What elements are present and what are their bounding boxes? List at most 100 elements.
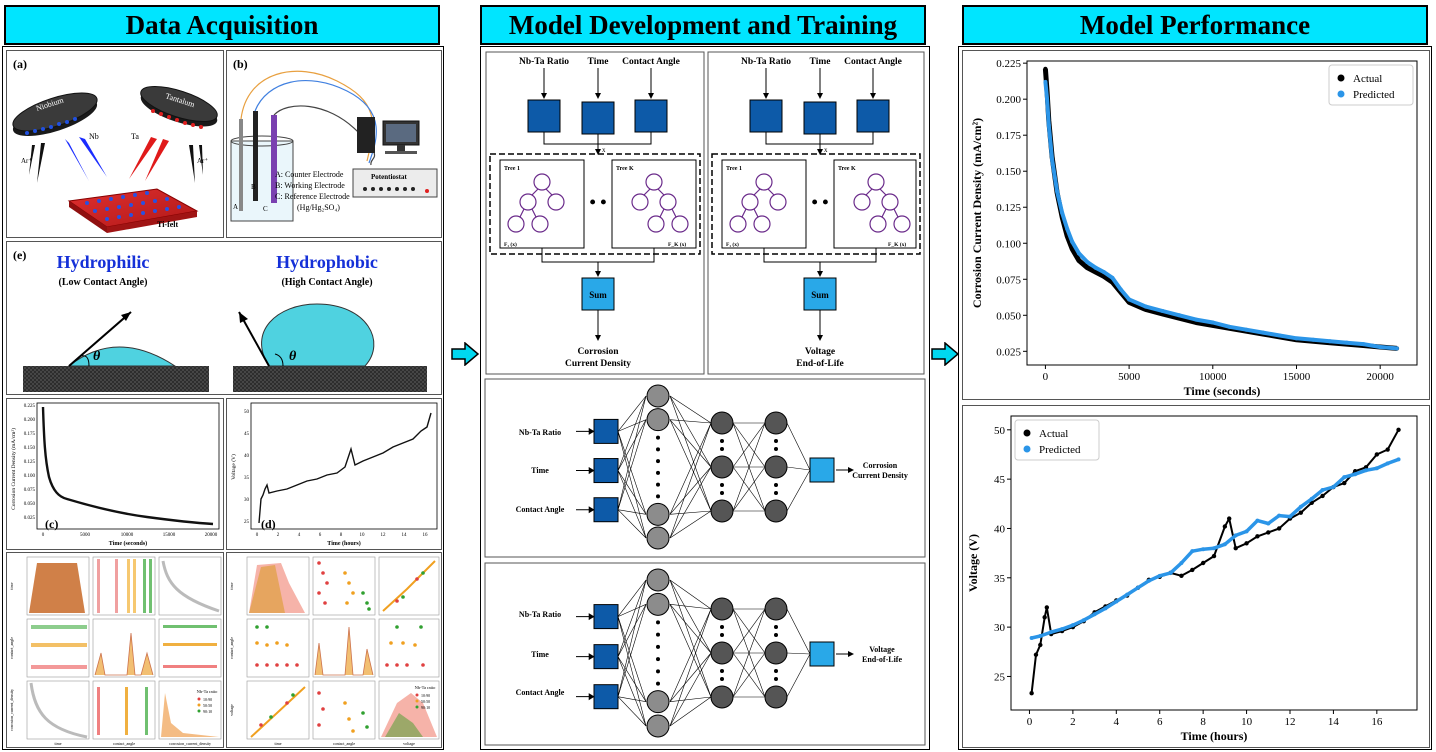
flow-arrow-icon xyxy=(451,342,480,366)
data-point-predicted xyxy=(1233,533,1238,538)
legend-label-actual: Actual xyxy=(1353,73,1382,85)
panel-d-xtick: 0 xyxy=(256,533,259,538)
data-point-actual xyxy=(1038,642,1043,648)
panel-d-xtick: 14 xyxy=(402,533,408,538)
data-point-predicted xyxy=(1143,304,1148,309)
data-point-predicted xyxy=(1070,239,1075,244)
data-point-predicted xyxy=(1227,324,1232,329)
nn-hidden-node xyxy=(764,597,788,621)
data-point-predicted xyxy=(1093,265,1098,270)
panel-a-label: (a) xyxy=(13,57,27,71)
x-tick-label: 2 xyxy=(1070,716,1076,728)
panel-d-xtick: 2 xyxy=(277,533,280,538)
legend xyxy=(1014,419,1100,461)
pairplot-legend-item: 90:10 xyxy=(421,705,430,710)
data-point-predicted xyxy=(1331,485,1336,490)
y-tick-label: 0.100 xyxy=(996,238,1021,250)
header-data-acquisition: Data Acquisition xyxy=(4,5,440,45)
corrosion-performance-chart: 0 5000 10000 15000 20000 0.225 0.200 0.175 0.150… xyxy=(970,58,1418,398)
pairplot-legend-item: 10:90 xyxy=(421,693,430,698)
data-point-predicted xyxy=(1110,275,1115,280)
panel-d-voltage-plot: Voltage (V) Time (hours) 0 2 4 6 8 10 12… xyxy=(226,398,442,550)
hydrophobic-surface xyxy=(233,366,427,392)
data-point-predicted xyxy=(1361,342,1366,347)
tantalum-target: Tantalum xyxy=(140,86,218,129)
panel-d-xtick: 4 xyxy=(298,533,301,538)
data-point-predicted xyxy=(1261,330,1266,335)
voltage-performance-panel: 0 2 4 6 8 10 12 14 16 50 45 40 35 30 25 Time (hours) Vol… xyxy=(962,405,1430,748)
y-tick-label: 0.225 xyxy=(996,58,1021,70)
hydrophobic-droplet xyxy=(261,303,375,367)
data-point-predicted xyxy=(1146,578,1151,583)
x-tick-label: 5000 xyxy=(1118,371,1141,383)
data-point-predicted xyxy=(1136,585,1141,590)
nn-output-line1: Corrosion xyxy=(863,461,898,470)
pairplot-ylabel: contact_angle xyxy=(229,637,234,659)
data-point-actual xyxy=(1069,246,1075,252)
ta-plume xyxy=(129,137,157,179)
panel-c-ytick: 0.200 xyxy=(24,418,36,423)
x-tick-label: 0 xyxy=(1043,371,1049,383)
data-point-actual xyxy=(1320,493,1325,499)
data-point-predicted xyxy=(1101,270,1106,275)
working-electrode xyxy=(253,111,258,201)
panel-c-ytick: 0.175 xyxy=(24,432,36,437)
y-tick-label: 25 xyxy=(994,671,1006,683)
rf-input-node xyxy=(803,101,837,135)
pairplot-legend-item: 10:90 xyxy=(203,697,212,702)
pairplot-legend-item: 50:50 xyxy=(203,703,212,708)
rf-sum-node xyxy=(803,277,837,311)
data-point-predicted xyxy=(1374,466,1379,471)
data-point-predicted xyxy=(1125,592,1130,597)
left-column-frame xyxy=(2,46,444,750)
data-point-predicted xyxy=(1029,635,1034,640)
panel-c-xtick: 20000 xyxy=(205,533,218,538)
x-tick-label: 0 xyxy=(1027,716,1033,728)
panel-c-ytick: 0.050 xyxy=(24,502,36,507)
y-tick-label: 0.125 xyxy=(996,202,1021,214)
data-point-actual xyxy=(1044,605,1050,610)
data-point-predicted xyxy=(1244,327,1249,332)
nn-voltage-diagram: Nb-Ta Ratio Time Contact Angle Voltage E… xyxy=(484,562,926,746)
hydrophilic-droplet xyxy=(67,346,177,367)
x-tick-label: 10000 xyxy=(1199,371,1227,383)
ar-left-label: Ar⁺ xyxy=(21,157,32,165)
data-point-predicted xyxy=(1385,461,1390,466)
data-point-predicted xyxy=(1396,457,1401,462)
nn-hidden-node xyxy=(764,685,788,709)
nn-hidden-node xyxy=(710,499,734,523)
nn-input-node xyxy=(593,684,619,710)
y-tick-label: 0.075 xyxy=(996,274,1021,286)
x-axis-label: Time (hours) xyxy=(1181,729,1248,743)
panel-c-ytick: 0.150 xyxy=(24,446,36,451)
y-tick-label: 30 xyxy=(994,622,1006,634)
pairplot-legend-item: 50:50 xyxy=(421,699,430,704)
nn-input-node xyxy=(593,458,619,484)
data-point-predicted xyxy=(1378,344,1383,349)
data-point-predicted xyxy=(1201,547,1206,552)
theta-right: θ xyxy=(289,349,297,364)
nn-input-time: Time xyxy=(531,466,549,475)
panel-c-ytick: 0.225 xyxy=(24,404,36,409)
y-tick-label: 0.200 xyxy=(996,94,1021,106)
y-tick-label: 0.050 xyxy=(996,310,1021,322)
data-point-actual xyxy=(1226,516,1232,521)
data-point-actual xyxy=(1276,526,1282,531)
pairplot-xlabel: voltage xyxy=(403,741,415,746)
pairplot-legend-title: Nb-Ta ratio xyxy=(415,685,437,690)
data-point-actual xyxy=(1101,274,1107,279)
nn-hidden-node xyxy=(646,690,670,714)
rf-ensemble-box xyxy=(489,153,701,255)
rf-input-node xyxy=(581,101,615,135)
data-point-predicted xyxy=(1244,529,1249,534)
nn-hidden-node xyxy=(710,685,734,709)
rf-input-nbta: Nb-Ta Ratio xyxy=(741,57,791,67)
x-tick-label: 8 xyxy=(1200,716,1206,728)
panel-d-ytick: 25 xyxy=(244,520,250,525)
corrosion-curve xyxy=(41,406,214,526)
data-point-predicted xyxy=(1038,634,1043,639)
rf-fk-label: F_K (x) xyxy=(888,241,906,248)
x-tick-label: 12 xyxy=(1284,716,1295,728)
y-tick-label: 35 xyxy=(994,573,1006,585)
series-line-predicted xyxy=(1043,81,1398,351)
